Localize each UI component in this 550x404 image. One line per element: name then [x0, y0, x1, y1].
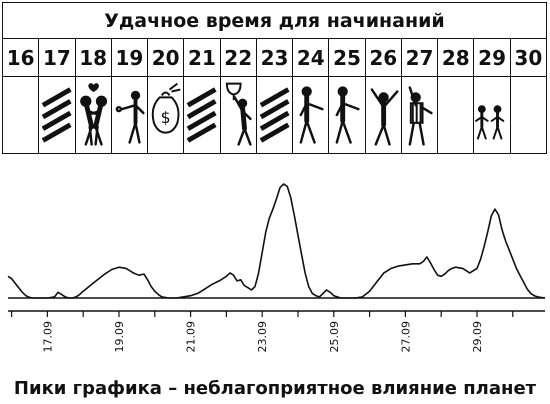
- day-picture: $: [148, 77, 183, 153]
- x-tick-label: 25.09: [328, 321, 341, 353]
- couple-with-heart-icon: [79, 83, 107, 146]
- x-tick-label: 17.09: [41, 321, 54, 353]
- handshake-icon: [336, 86, 361, 144]
- hatched-bars-icon: [187, 87, 217, 143]
- day-number: 30: [510, 39, 546, 77]
- hatched-bars-icon: [259, 87, 290, 143]
- series-line: [7, 183, 546, 299]
- line-chart: 17.09 19.09 21.09 23.09 25.09 27.09 29.09: [7, 183, 546, 353]
- day-number: 25: [329, 39, 365, 77]
- x-tick-label: 21.09: [185, 321, 198, 353]
- day-picture: [474, 77, 509, 153]
- x-tick-label: 27.09: [399, 321, 412, 353]
- svg-text:$: $: [161, 108, 171, 127]
- person-with-trophy-icon: [225, 82, 252, 146]
- day-number: 26: [365, 39, 401, 77]
- day-number: 20: [148, 39, 184, 77]
- referee-icon: [408, 86, 433, 146]
- day-picture: [3, 77, 38, 153]
- x-tick-label: 29.09: [471, 321, 484, 353]
- day-column: 20 $: [148, 39, 185, 153]
- day-column: 30: [510, 39, 546, 153]
- calendar-title: Удачное время для начинаний: [3, 3, 546, 39]
- day-picture: [438, 77, 473, 153]
- x-tick-label: 19.09: [113, 321, 126, 353]
- day-column: 21: [184, 39, 221, 153]
- handshake-icon: [299, 86, 324, 144]
- calendar-grid: Удачное время для начинаний 16 17 18 19 20 $2…: [2, 2, 547, 154]
- x-tick-label: 23.09: [256, 321, 269, 353]
- day-picture: [76, 77, 111, 153]
- day-column: 24: [293, 39, 330, 153]
- day-picture: [112, 77, 147, 153]
- day-picture: [511, 77, 546, 153]
- day-picture: [184, 77, 219, 153]
- day-picture: [402, 77, 437, 153]
- day-number: 16: [3, 39, 39, 77]
- day-column: 29: [474, 39, 511, 153]
- running-group-icon: [475, 105, 505, 140]
- day-number: 24: [293, 39, 329, 77]
- high-five-icon: [370, 88, 399, 146]
- day-picture: [366, 77, 401, 153]
- day-column: 28: [438, 39, 475, 153]
- chart-caption: Пики графика – неблагоприятное влияние п…: [13, 377, 537, 399]
- day-picture: [221, 77, 256, 153]
- day-column: 19: [111, 39, 149, 153]
- day-number: 23: [256, 39, 293, 77]
- chart-area: 17.09 19.09 21.09 23.09 25.09 27.09 29.09: [0, 158, 550, 372]
- day-column: 25: [329, 39, 366, 153]
- day-column: 17: [39, 39, 76, 153]
- day-picture: [293, 77, 328, 153]
- day-number: 29: [474, 39, 510, 77]
- day-number: 28: [438, 39, 474, 77]
- day-column: 23: [256, 39, 294, 153]
- day-number: 19: [111, 39, 148, 77]
- day-row: 16 17 18 19 20 $21 22 23 24 25 26 27 28 29 30: [3, 39, 546, 153]
- day-column: 18: [75, 39, 112, 153]
- person-with-money-bag-icon: [115, 90, 145, 144]
- day-picture: [257, 77, 292, 153]
- day-picture: [39, 77, 74, 153]
- day-column: 22: [220, 39, 257, 153]
- day-column: 27: [401, 39, 439, 153]
- day-column: 16: [3, 39, 40, 153]
- day-column: 26: [365, 39, 402, 153]
- day-number: 18: [75, 39, 111, 77]
- day-picture: [329, 77, 364, 153]
- money-bag-icon: $: [151, 82, 181, 134]
- day-number: 17: [39, 39, 75, 77]
- day-number: 21: [184, 39, 220, 77]
- day-number: 27: [401, 39, 438, 77]
- hatched-bars-icon: [41, 87, 72, 143]
- day-number: 22: [220, 39, 256, 77]
